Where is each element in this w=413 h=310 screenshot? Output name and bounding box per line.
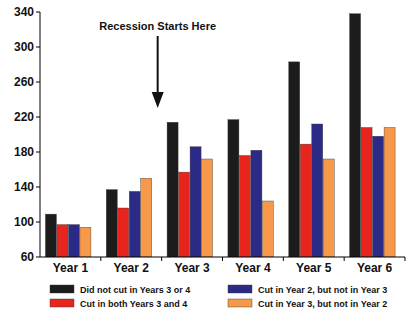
legend-label: Cut in both Years 3 and 4	[80, 299, 187, 309]
x-tick	[222, 257, 223, 261]
legend-label: Did not cut in Years 3 or 4	[80, 285, 190, 295]
category-label: Year 5	[296, 261, 332, 275]
y-tick	[36, 152, 40, 153]
x-tick	[283, 257, 284, 261]
legend-swatch	[228, 299, 252, 307]
y-tick-label: 180	[14, 145, 34, 159]
bar	[179, 172, 190, 257]
bar	[190, 147, 201, 257]
bar	[251, 150, 262, 257]
legend: Did not cut in Years 3 or 4 Cut in both Y…	[50, 285, 387, 309]
bar	[361, 128, 372, 258]
bar	[312, 124, 323, 257]
y-tick	[36, 12, 40, 13]
bar	[350, 14, 361, 257]
bar	[118, 208, 129, 257]
y-tick-label: 220	[14, 110, 34, 124]
y-tick-label: 60	[21, 250, 35, 264]
y-tick-label: 340	[14, 5, 34, 19]
bar	[384, 128, 395, 258]
legend-swatch	[50, 285, 74, 293]
bar	[373, 136, 384, 257]
bar	[106, 190, 117, 257]
bar	[167, 122, 178, 257]
y-tick	[36, 222, 40, 223]
bar	[45, 214, 56, 257]
annotation: Recession Starts Here	[99, 20, 216, 32]
bar	[57, 225, 68, 257]
chart: 60 100 140 180 220 260 300 340 Year 1 Year 2 Year …	[0, 0, 413, 310]
bar	[80, 227, 91, 257]
annotation-arrow	[157, 36, 159, 96]
category-label: Year 3	[174, 261, 210, 275]
category-label: Year 1	[53, 261, 89, 275]
y-tick	[36, 117, 40, 118]
bar	[68, 225, 79, 257]
bar	[202, 159, 213, 257]
bar	[262, 201, 273, 257]
y-tick	[36, 47, 40, 48]
category-label: Year 2	[114, 261, 150, 275]
legend-swatch	[228, 285, 252, 293]
x-tick	[100, 257, 101, 261]
bar	[228, 120, 239, 257]
legend-label: Cut in Year 3, but not in Year 2	[258, 299, 387, 309]
legend-label: Cut in Year 2, but not in Year 3	[258, 285, 387, 295]
annotation-arrowhead	[152, 92, 164, 108]
bar	[323, 159, 334, 257]
bar	[129, 191, 140, 257]
bar	[141, 178, 152, 257]
y-tick-label: 260	[14, 75, 34, 89]
bar	[289, 62, 300, 257]
category-label: Year 4	[235, 261, 271, 275]
y-axis	[40, 12, 41, 257]
legend-swatch	[50, 299, 74, 307]
y-tick-label: 140	[14, 180, 34, 194]
bar	[239, 156, 250, 258]
bar	[300, 144, 311, 257]
bars	[45, 14, 395, 257]
x-tick	[344, 257, 345, 261]
y-tick	[36, 187, 40, 188]
y-tick	[36, 257, 40, 258]
x-tick	[405, 257, 406, 261]
y-tick	[36, 82, 40, 83]
y-tick-label: 100	[14, 215, 34, 229]
y-tick-label: 300	[14, 40, 34, 54]
category-label: Year 6	[357, 261, 393, 275]
x-tick	[161, 257, 162, 261]
